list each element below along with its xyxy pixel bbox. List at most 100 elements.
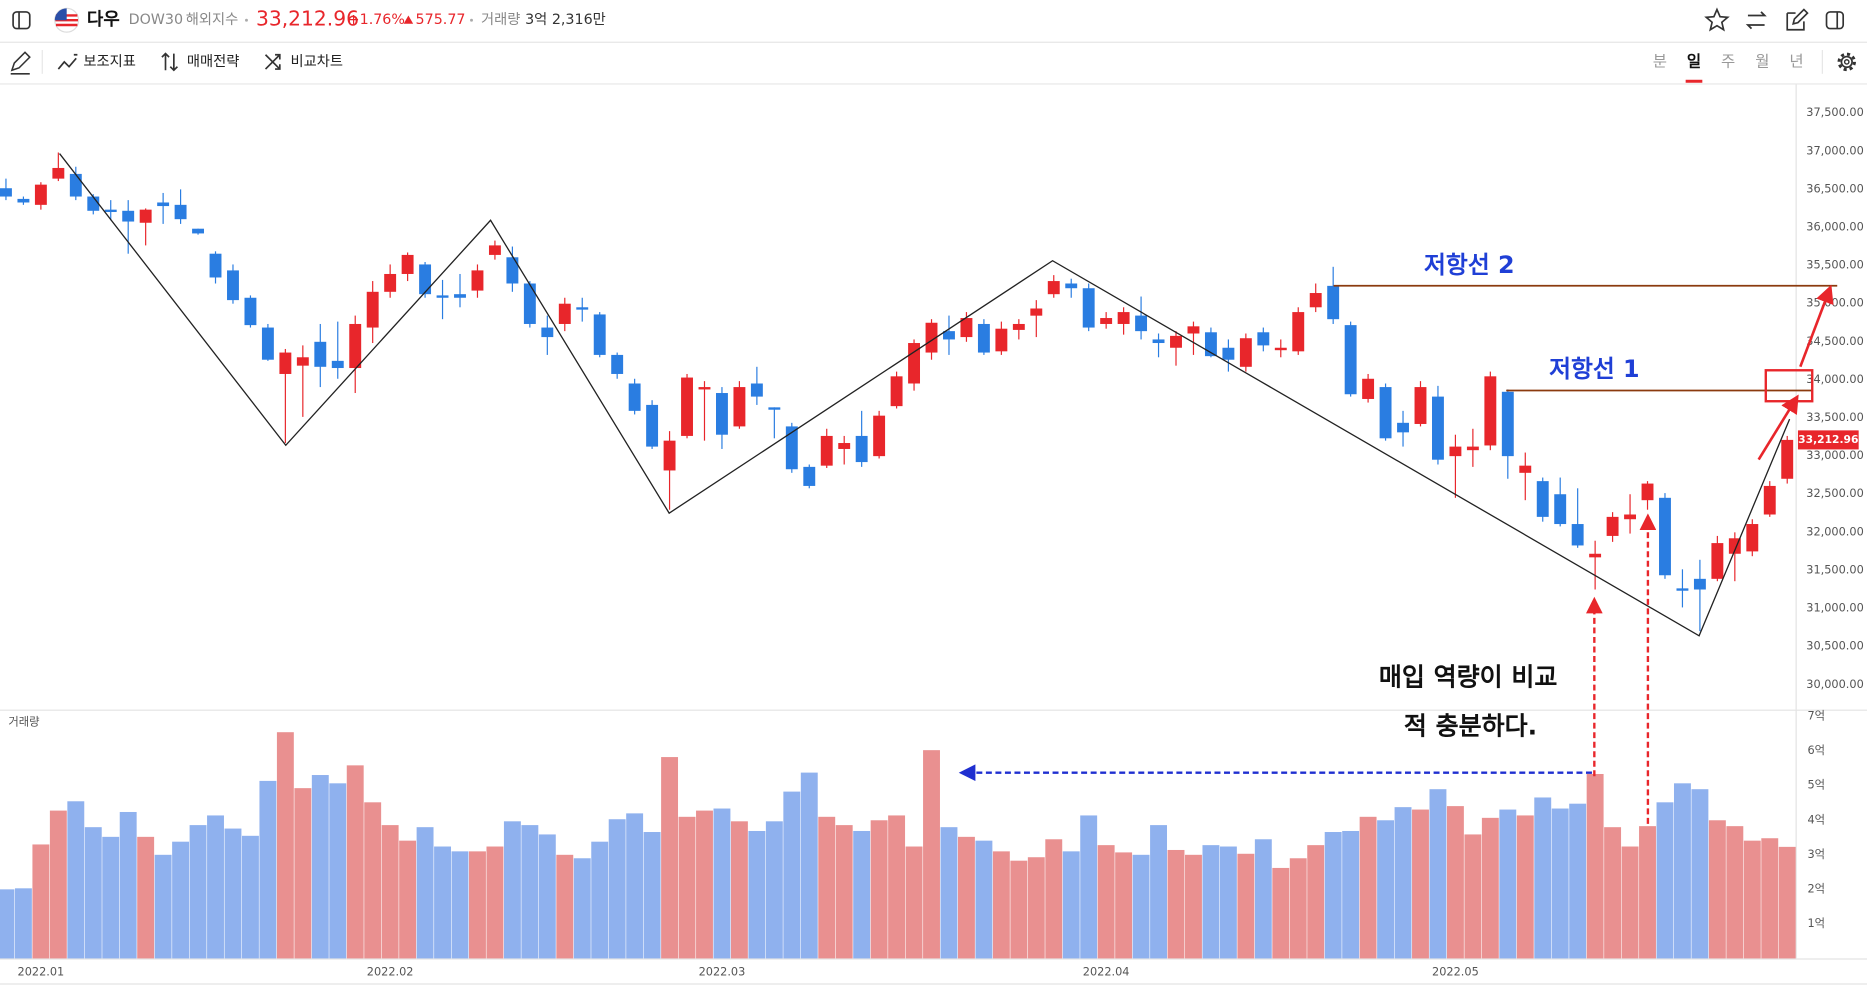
settings-button[interactable] bbox=[1837, 52, 1856, 72]
tool-button[interactable]: 매매전략 bbox=[187, 53, 240, 70]
header: 다우 DOW30 해외지수 33,212.96 +1.76% 575.77 거래… bbox=[0, 7, 1867, 43]
candle-body bbox=[820, 435, 833, 466]
volume-bar bbox=[940, 827, 958, 959]
y-tick-label: 37,500.00 bbox=[1806, 106, 1864, 119]
volume-bar bbox=[1027, 857, 1045, 959]
candle-body bbox=[541, 327, 554, 338]
volume-bar bbox=[1307, 845, 1325, 959]
candle-body bbox=[1746, 524, 1759, 552]
annotation: 매입 역량이 비교 bbox=[1379, 663, 1557, 692]
volume-bar bbox=[1167, 849, 1185, 959]
trend-line bbox=[59, 153, 1791, 637]
volume-bar bbox=[730, 821, 748, 959]
candle-body bbox=[750, 383, 763, 397]
candle-body bbox=[279, 352, 292, 374]
volume-bar bbox=[1464, 834, 1482, 959]
period-tab[interactable]: 일 bbox=[1687, 52, 1701, 70]
volume-bar bbox=[486, 846, 504, 959]
candle-body bbox=[1781, 439, 1794, 479]
period-tab[interactable]: 분 bbox=[1653, 52, 1667, 70]
y-tick-label: 31,000.00 bbox=[1806, 602, 1864, 615]
volume-bar bbox=[800, 772, 818, 959]
volume-bar bbox=[1429, 789, 1447, 959]
volume-bar bbox=[311, 775, 329, 959]
candle-body bbox=[1100, 318, 1113, 324]
edit-button[interactable] bbox=[1786, 8, 1809, 31]
candle-body bbox=[1257, 332, 1270, 346]
candle-body bbox=[558, 303, 571, 324]
compare-icon bbox=[264, 53, 281, 70]
volume-bar bbox=[923, 750, 940, 959]
swap-button[interactable] bbox=[1745, 11, 1767, 30]
volume-bar bbox=[1656, 802, 1674, 959]
volume-bar bbox=[1097, 845, 1115, 959]
favorite-button[interactable] bbox=[1704, 7, 1730, 32]
period-tab[interactable]: 월 bbox=[1755, 52, 1769, 70]
y-tick-label: 33,000.00 bbox=[1806, 449, 1864, 462]
tool-button[interactable]: 비교차트 bbox=[291, 53, 344, 70]
volume-bar bbox=[608, 819, 626, 959]
y-tick-label: 32,500.00 bbox=[1806, 487, 1864, 500]
candle-body bbox=[1536, 481, 1549, 517]
volume-bar bbox=[626, 813, 644, 959]
candle-body bbox=[331, 360, 344, 369]
y-tick-label: 34,000.00 bbox=[1806, 373, 1864, 386]
candle-body bbox=[506, 257, 519, 284]
candle-body bbox=[157, 202, 170, 207]
candle-body bbox=[890, 376, 903, 407]
sidebar-toggle[interactable] bbox=[12, 11, 31, 30]
drawings: 저항선 2 저항선 1 매입 역량이 비교 적 충분하다. bbox=[59, 153, 1838, 824]
candle-body bbox=[34, 184, 47, 205]
candle-body bbox=[384, 273, 397, 292]
period-tab[interactable]: 년 bbox=[1789, 52, 1803, 70]
y-tick-label: 4억 bbox=[1807, 813, 1825, 826]
price: 33,212.96 bbox=[256, 7, 359, 31]
candle-body bbox=[908, 343, 921, 384]
candle-body bbox=[349, 323, 362, 369]
candle-body bbox=[873, 415, 886, 457]
volume-bar bbox=[1569, 803, 1587, 959]
candle-body bbox=[1082, 288, 1095, 328]
candle-body bbox=[925, 322, 938, 353]
candle-body bbox=[1379, 387, 1392, 439]
volume-bar bbox=[538, 834, 556, 959]
y-tick-label: 3억 bbox=[1807, 848, 1825, 861]
volume-bar bbox=[241, 835, 259, 959]
candle-body bbox=[0, 188, 12, 197]
volume-bar bbox=[870, 820, 888, 959]
candle-body bbox=[663, 440, 676, 471]
volume-bar bbox=[14, 888, 32, 959]
candle-body bbox=[1239, 338, 1252, 367]
x-tick-label: 2022.01 bbox=[18, 966, 65, 979]
volume-bar bbox=[1673, 783, 1691, 959]
x-tick-label: 2022.02 bbox=[367, 966, 414, 979]
volume-bar bbox=[1289, 858, 1307, 959]
x-tick-label: 2022.03 bbox=[699, 966, 746, 979]
candle-body bbox=[1466, 446, 1479, 451]
candle-body bbox=[611, 354, 624, 374]
volume-bar bbox=[1604, 827, 1622, 959]
draw-button[interactable] bbox=[10, 51, 31, 75]
candle-body bbox=[960, 318, 973, 338]
y-tick-label: 5억 bbox=[1807, 779, 1825, 792]
panel-toggle[interactable] bbox=[1825, 11, 1845, 30]
volume-bar bbox=[84, 827, 102, 959]
price-tag-box bbox=[1797, 430, 1859, 450]
candle-body bbox=[261, 327, 274, 360]
candle-body bbox=[1344, 325, 1357, 395]
volume-bar bbox=[1621, 846, 1639, 959]
candle-body bbox=[1222, 347, 1235, 360]
volume-bar bbox=[276, 732, 294, 959]
volume-bar bbox=[1237, 853, 1255, 959]
period-tab[interactable]: 주 bbox=[1721, 52, 1735, 70]
separator-dot bbox=[470, 18, 473, 22]
candle-body bbox=[1449, 446, 1462, 457]
marks: 30,000.00 30,500.00 31,000.00 31,500.00 32,0… bbox=[0, 106, 1864, 979]
volume-bar bbox=[1377, 820, 1395, 959]
volume-bar bbox=[696, 810, 713, 959]
candle-body bbox=[471, 270, 484, 291]
tool-button[interactable]: 보조지표 bbox=[83, 53, 136, 70]
y-tick-label: 36,500.00 bbox=[1806, 182, 1864, 195]
volume-bar bbox=[1045, 839, 1063, 959]
